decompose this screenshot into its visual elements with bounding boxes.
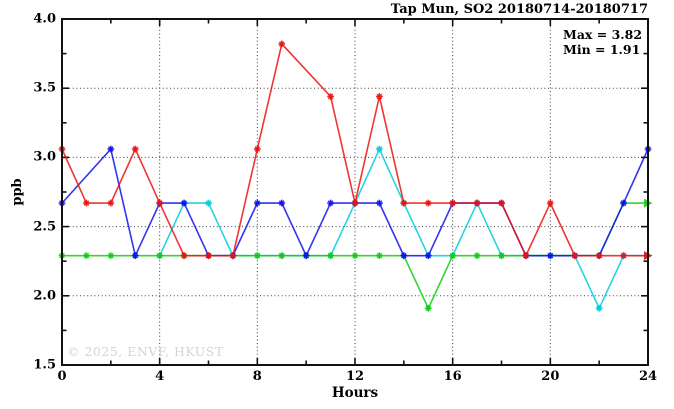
data-point-marker (449, 199, 457, 207)
data-point-marker (620, 252, 627, 260)
data-point-marker (498, 199, 505, 207)
data-point-marker (180, 252, 188, 260)
data-point-marker (156, 252, 164, 260)
data-point-marker (400, 252, 408, 260)
data-point-marker (253, 199, 261, 207)
x-tick-label: 16 (443, 369, 462, 384)
data-point-marker (205, 199, 212, 207)
cyan-series (156, 145, 653, 312)
data-point-marker (83, 199, 90, 207)
data-point-marker (376, 199, 383, 207)
data-point-marker (107, 199, 115, 207)
red-series (58, 40, 653, 261)
data-point-marker (546, 252, 554, 260)
y-tick-label: 3.0 (33, 149, 56, 165)
data-point-marker (546, 199, 554, 207)
y-tick-label: 4.0 (33, 11, 56, 27)
data-point-marker (351, 199, 359, 207)
watermark: © 2025, ENVF, HKUST (67, 344, 224, 359)
data-point-marker (278, 40, 286, 48)
data-point-marker (498, 252, 505, 260)
max-min-annotation: Max = 3.82 Min = 1.91 (563, 27, 642, 57)
data-point-marker (400, 199, 408, 207)
x-tick-label: 8 (252, 369, 262, 384)
data-point-marker (595, 252, 603, 260)
data-point-marker (351, 252, 359, 260)
data-point-marker (131, 145, 139, 153)
data-point-marker (620, 199, 627, 207)
data-point-marker (522, 252, 530, 260)
max-value-label: Max = 3.82 (563, 27, 643, 42)
data-point-marker (376, 145, 383, 153)
data-point-marker (595, 304, 603, 312)
data-point-marker (278, 252, 286, 260)
y-tick-label: 1.5 (33, 357, 56, 373)
data-point-marker (180, 199, 188, 207)
data-point-marker (107, 145, 115, 153)
y-tick-label: 3.5 (33, 80, 56, 96)
y-tick-label: 2.5 (33, 219, 56, 235)
data-point-marker (473, 252, 481, 260)
min-value-label: Min = 1.91 (563, 42, 641, 57)
series-line (158, 147, 648, 311)
y-tick-label: 2.0 (33, 288, 56, 304)
x-tick-label: 24 (638, 369, 658, 384)
plot-border (61, 18, 649, 366)
x-tick-label: 0 (57, 369, 67, 384)
chart-title: Tap Mun, SO2 20180714-20180717 (390, 2, 648, 17)
data-point-marker (424, 304, 432, 312)
series-line (61, 147, 649, 259)
data-point-marker (327, 199, 334, 207)
data-point-marker (473, 199, 481, 207)
data-point-marker (571, 252, 579, 260)
data-point-marker (107, 252, 115, 260)
data-point-marker (376, 93, 383, 100)
data-point-marker (253, 145, 261, 153)
series-line (61, 42, 648, 258)
x-tick-label: 12 (345, 369, 365, 384)
data-point-marker (131, 252, 139, 260)
data-point-marker (229, 252, 237, 260)
x-tick-label: 20 (541, 369, 560, 384)
data-point-marker (327, 252, 334, 260)
data-point-marker (205, 252, 212, 260)
data-point-marker (83, 252, 90, 260)
data-point-marker (278, 199, 286, 207)
x-tick-label: 4 (155, 369, 165, 384)
data-point-marker (424, 252, 432, 260)
x-axis-title: Hours (331, 385, 379, 401)
data-point-marker (376, 252, 383, 260)
data-point-marker (327, 93, 334, 100)
data-point-marker (302, 252, 310, 260)
data-point-marker (253, 252, 261, 260)
data-point-marker (449, 252, 457, 260)
data-point-marker (424, 199, 432, 207)
data-point-marker (156, 199, 164, 207)
y-axis-title: ppb (10, 178, 26, 206)
